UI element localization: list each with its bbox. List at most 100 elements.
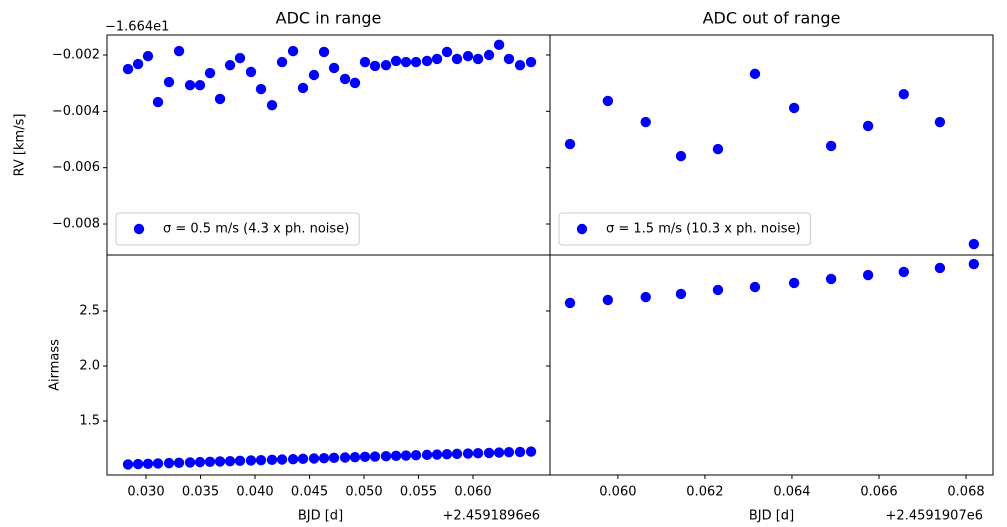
data-point [503,447,515,458]
data-point [400,56,412,68]
x-tick-label: 0.060 [454,485,491,500]
x-offset-label: +2.4591907e6 [886,509,983,524]
data-point [369,451,381,462]
data-point [640,291,651,303]
data-point [441,449,453,460]
data-point [297,453,309,465]
data-point [318,452,330,464]
data-point [287,453,299,465]
x-tick-label: 0.062 [686,485,723,500]
data-point [400,450,412,461]
x-tick-label: 0.060 [599,485,636,500]
axes-frame [549,254,994,476]
data-point [132,58,144,70]
data-point [266,99,278,111]
data-point [421,55,433,67]
data-point [276,56,288,68]
data-point [898,88,909,100]
y-axis-label: Airmass [48,339,63,391]
data-point [297,82,309,94]
data-point [564,138,576,150]
data-point [184,457,196,468]
data-point [152,96,164,108]
data-point [712,143,724,155]
data-point [308,69,320,81]
data-point [514,446,526,458]
y-axis-label: RV [km/s] [13,114,28,177]
data-point [204,67,216,79]
data-point [194,456,206,468]
data-point [421,449,433,461]
data-point [163,457,175,469]
data-point [862,269,874,281]
data-point [328,452,340,464]
data-point [276,454,288,465]
x-offset-label: +2.4591896e6 [443,509,540,524]
data-point [359,451,371,463]
data-point [898,266,909,278]
x-tick-label: 0.050 [345,485,382,500]
data-point [968,238,980,250]
data-point [968,258,980,270]
data-point [410,450,422,461]
data-point [132,458,144,470]
x-tick-label: 0.040 [236,485,273,500]
data-point [483,49,495,61]
data-point [462,448,474,459]
axes-frame [106,254,551,476]
y-tick-label: 2.5 [79,303,100,318]
data-point [328,62,340,74]
data-point [163,76,175,88]
data-point [602,95,614,107]
x-tick-label: 0.055 [400,485,437,500]
data-point [675,150,687,162]
data-point [308,453,320,464]
data-point [234,52,246,64]
y-tick-label: −0.004 [52,104,100,119]
data-point [431,449,443,460]
data-point [564,297,576,309]
data-point [266,454,278,466]
data-point [472,53,484,65]
legend-box [115,212,360,246]
data-point [390,55,402,67]
data-point [380,450,392,462]
x-tick-label: 0.030 [127,485,164,500]
data-point [234,455,246,467]
data-point [245,66,257,78]
y-tick-label: 1.5 [79,413,100,428]
data-point [503,53,515,65]
data-point [483,447,495,459]
data-point [749,68,761,80]
x-tick-label: 0.064 [773,485,810,500]
data-point [749,281,761,293]
data-point [318,46,330,58]
x-axis-label: BJD [d] [298,509,343,524]
x-axis-label: BJD [d] [749,509,794,524]
data-point [204,456,216,467]
data-point [441,46,453,58]
y-tick-label: 2.0 [79,358,100,373]
x-tick-label: 0.035 [182,485,219,500]
legend-label: σ = 0.5 m/s (4.3 x ph. noise) [163,222,349,237]
legend-label: σ = 1.5 m/s (10.3 x ph. noise) [606,222,801,237]
legend-box [558,212,812,246]
x-tick-label: 0.068 [947,485,984,500]
data-point [184,79,196,91]
data-point [122,459,134,470]
data-point [640,116,651,128]
panel-title: ADC out of range [703,9,841,28]
data-point [255,83,267,95]
legend-marker [576,223,588,235]
y-tick-label: −0.002 [52,48,100,63]
data-point [287,45,299,57]
y-offset-label: −1.664e1 [105,20,169,35]
data-point [152,458,164,469]
data-point [122,63,134,75]
data-point [390,450,402,462]
data-point [214,456,226,467]
data-point [675,288,687,300]
data-point [349,451,361,463]
data-point [359,56,371,68]
